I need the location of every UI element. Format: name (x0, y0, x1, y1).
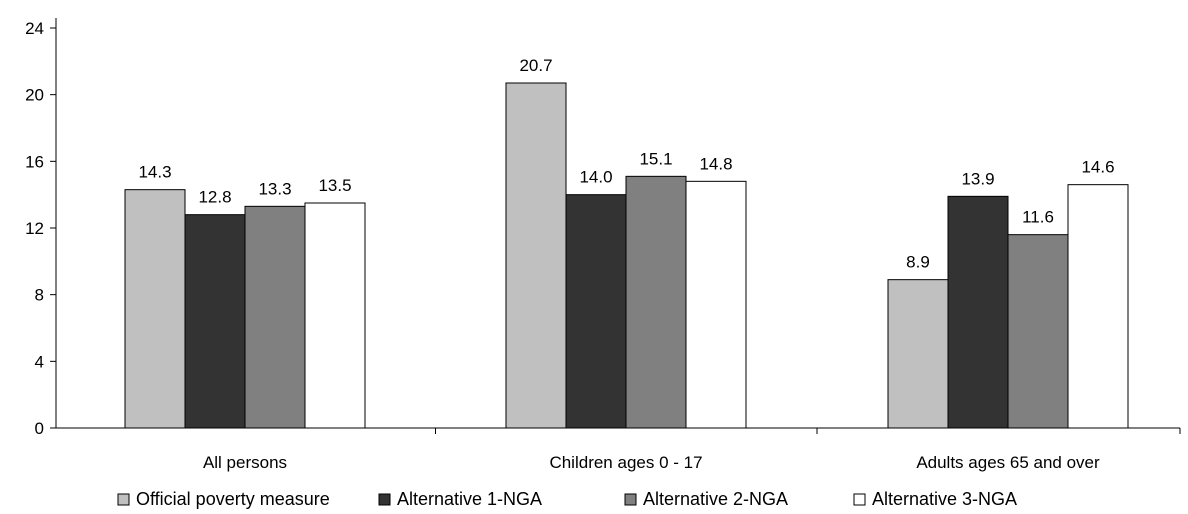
y-tick-label: 8 (35, 286, 44, 305)
x-axis (56, 427, 1181, 434)
bar (304, 202, 366, 429)
category-label: Adults ages 65 and over (916, 453, 1100, 472)
bar (685, 180, 747, 429)
data-labels: 14.3 20.7 8.9 12.8 14.0 13.9 13.3 15.1 11.6 13.5 1… (138, 56, 1114, 272)
legend-item: Alternative 1-NGA (378, 489, 542, 509)
legend-label: Alternative 1-NGA (397, 489, 542, 509)
legend-swatch (378, 493, 391, 506)
data-label: 11.6 (1022, 208, 1054, 227)
bar (124, 189, 186, 429)
category-labels: All persons Children ages 0 - 17 Adults ag… (203, 453, 1100, 472)
bar (625, 175, 687, 429)
data-label: 14.0 (579, 168, 612, 187)
y-tick-label: 20 (25, 86, 44, 105)
legend-swatch (117, 493, 130, 506)
data-label: 13.9 (961, 169, 994, 188)
data-label: 8.9 (906, 253, 930, 272)
category-label: Children ages 0 - 17 (549, 453, 702, 472)
legend-swatch (853, 493, 866, 506)
bar (184, 214, 246, 429)
y-tick-label: 16 (25, 152, 44, 171)
data-label: 12.8 (198, 188, 231, 207)
bars (124, 82, 1129, 429)
data-label: 13.3 (258, 179, 291, 198)
data-label: 14.8 (699, 154, 732, 173)
bar (244, 205, 306, 429)
bar (565, 194, 627, 429)
y-tick-label: 12 (25, 219, 44, 238)
bar (1007, 234, 1069, 429)
legend-item: Alternative 2-NGA (624, 489, 788, 509)
bar (505, 82, 567, 429)
y-tick-label: 24 (25, 19, 44, 38)
data-label: 14.6 (1081, 158, 1114, 177)
legend-item: Alternative 3-NGA (853, 489, 1017, 509)
bar (947, 195, 1009, 429)
data-label: 14.3 (138, 163, 171, 182)
data-label: 15.1 (639, 149, 672, 168)
legend-label: Alternative 2-NGA (643, 489, 788, 509)
bar (1067, 184, 1129, 429)
data-label: 13.5 (318, 176, 351, 195)
y-axis: 0 4 8 12 16 20 24 (25, 18, 57, 438)
y-tick-label: 4 (35, 352, 44, 371)
legend: Official poverty measure Alternative 1-NG… (117, 489, 1017, 509)
legend-label: Alternative 3-NGA (872, 489, 1017, 509)
legend-label: Official poverty measure (136, 489, 330, 509)
legend-swatch (624, 493, 637, 506)
bar (887, 279, 949, 429)
y-tick-label: 0 (35, 419, 44, 438)
category-label: All persons (203, 453, 287, 472)
legend-item: Official poverty measure (117, 489, 330, 509)
data-label: 20.7 (519, 56, 552, 75)
